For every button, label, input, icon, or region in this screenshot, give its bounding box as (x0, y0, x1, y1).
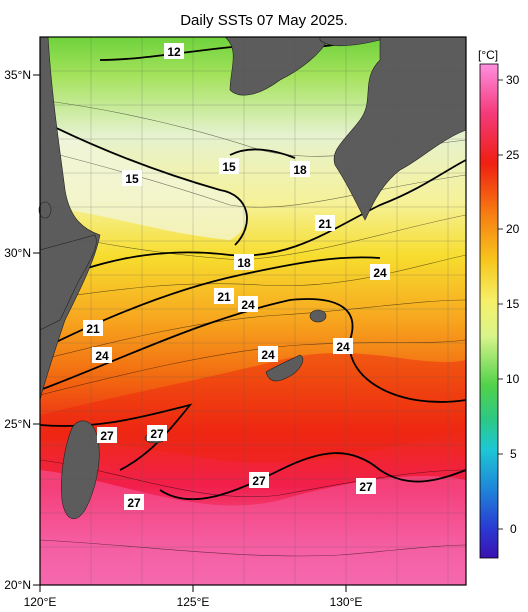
contour-label: 24 (370, 264, 390, 280)
colorbar-tick: 20 (506, 222, 520, 236)
contour-label: 27 (124, 494, 144, 510)
contour-label: 27 (249, 472, 269, 488)
y-tick-20n: 20°N (4, 578, 31, 592)
svg-text:15: 15 (125, 172, 139, 186)
svg-text:24: 24 (261, 348, 275, 362)
contour-label: 18 (290, 161, 310, 177)
axis-ticks (33, 74, 347, 592)
y-tick-35n: 35°N (4, 68, 31, 82)
contour-label: 27 (97, 427, 117, 443)
svg-text:27: 27 (100, 429, 114, 443)
svg-text:27: 27 (252, 474, 266, 488)
contour-label: 24 (92, 347, 112, 363)
colorbar-tick: 5 (510, 447, 517, 461)
contour-labels: 12 15 15 18 21 24 18 21 24 21 24 24 24 2… (83, 43, 390, 510)
amami-islands (309, 309, 327, 323)
contour-label: 21 (214, 288, 234, 304)
svg-text:21: 21 (86, 322, 100, 336)
svg-text:21: 21 (318, 217, 332, 231)
svg-text:12: 12 (167, 45, 181, 59)
x-tick-125e: 125°E (177, 595, 210, 609)
svg-text:24: 24 (95, 349, 109, 363)
svg-text:27: 27 (359, 480, 373, 494)
svg-text:27: 27 (150, 427, 164, 441)
svg-text:15: 15 (222, 160, 236, 174)
colorbar-tick: 15 (506, 297, 520, 311)
y-tick-30n: 30°N (4, 246, 31, 260)
contour-label: 27 (356, 478, 376, 494)
x-tick-120e: 120°E (24, 595, 57, 609)
svg-text:18: 18 (237, 256, 251, 270)
map-frame (39, 36, 467, 586)
svg-text:24: 24 (373, 266, 387, 280)
contour-label: 24 (238, 296, 258, 312)
contour-label: 27 (147, 425, 167, 441)
x-tick-130e: 130°E (330, 595, 363, 609)
colorbar-tick: 0 (510, 522, 517, 536)
svg-text:21: 21 (217, 290, 231, 304)
svg-text:18: 18 (293, 163, 307, 177)
colorbar-tick: 30 (506, 73, 520, 87)
svg-text:24: 24 (336, 340, 350, 354)
contour-label: 15 (219, 158, 239, 174)
y-tick-25n: 25°N (4, 417, 31, 431)
china-coast-south (39, 234, 97, 331)
okinawa-islands (265, 354, 304, 382)
colorbar: [°C] 30 25 20 15 10 5 0 (478, 48, 520, 559)
colorbar-units: [°C] (478, 48, 498, 62)
japan-honshu (319, 36, 381, 47)
taiwan-island (61, 420, 100, 519)
contour-label: 18 (234, 254, 254, 270)
contour-label: 12 (164, 43, 184, 59)
contour-label: 24 (333, 338, 353, 354)
svg-text:27: 27 (127, 496, 141, 510)
korea-peninsula (224, 36, 331, 96)
colorbar-tick: 10 (506, 372, 520, 386)
colorbar-tick: 25 (506, 148, 520, 162)
map-title: Daily SSTs 07 May 2025. (180, 12, 348, 29)
land-masses (38, 36, 467, 519)
contour-label: 21 (83, 320, 103, 336)
contour-label: 21 (315, 215, 335, 231)
zhoushan-islands (38, 201, 52, 219)
contour-label: 15 (122, 170, 142, 186)
contour-label: 24 (258, 346, 278, 362)
svg-text:24: 24 (241, 298, 255, 312)
japan-kyushu (333, 36, 467, 221)
